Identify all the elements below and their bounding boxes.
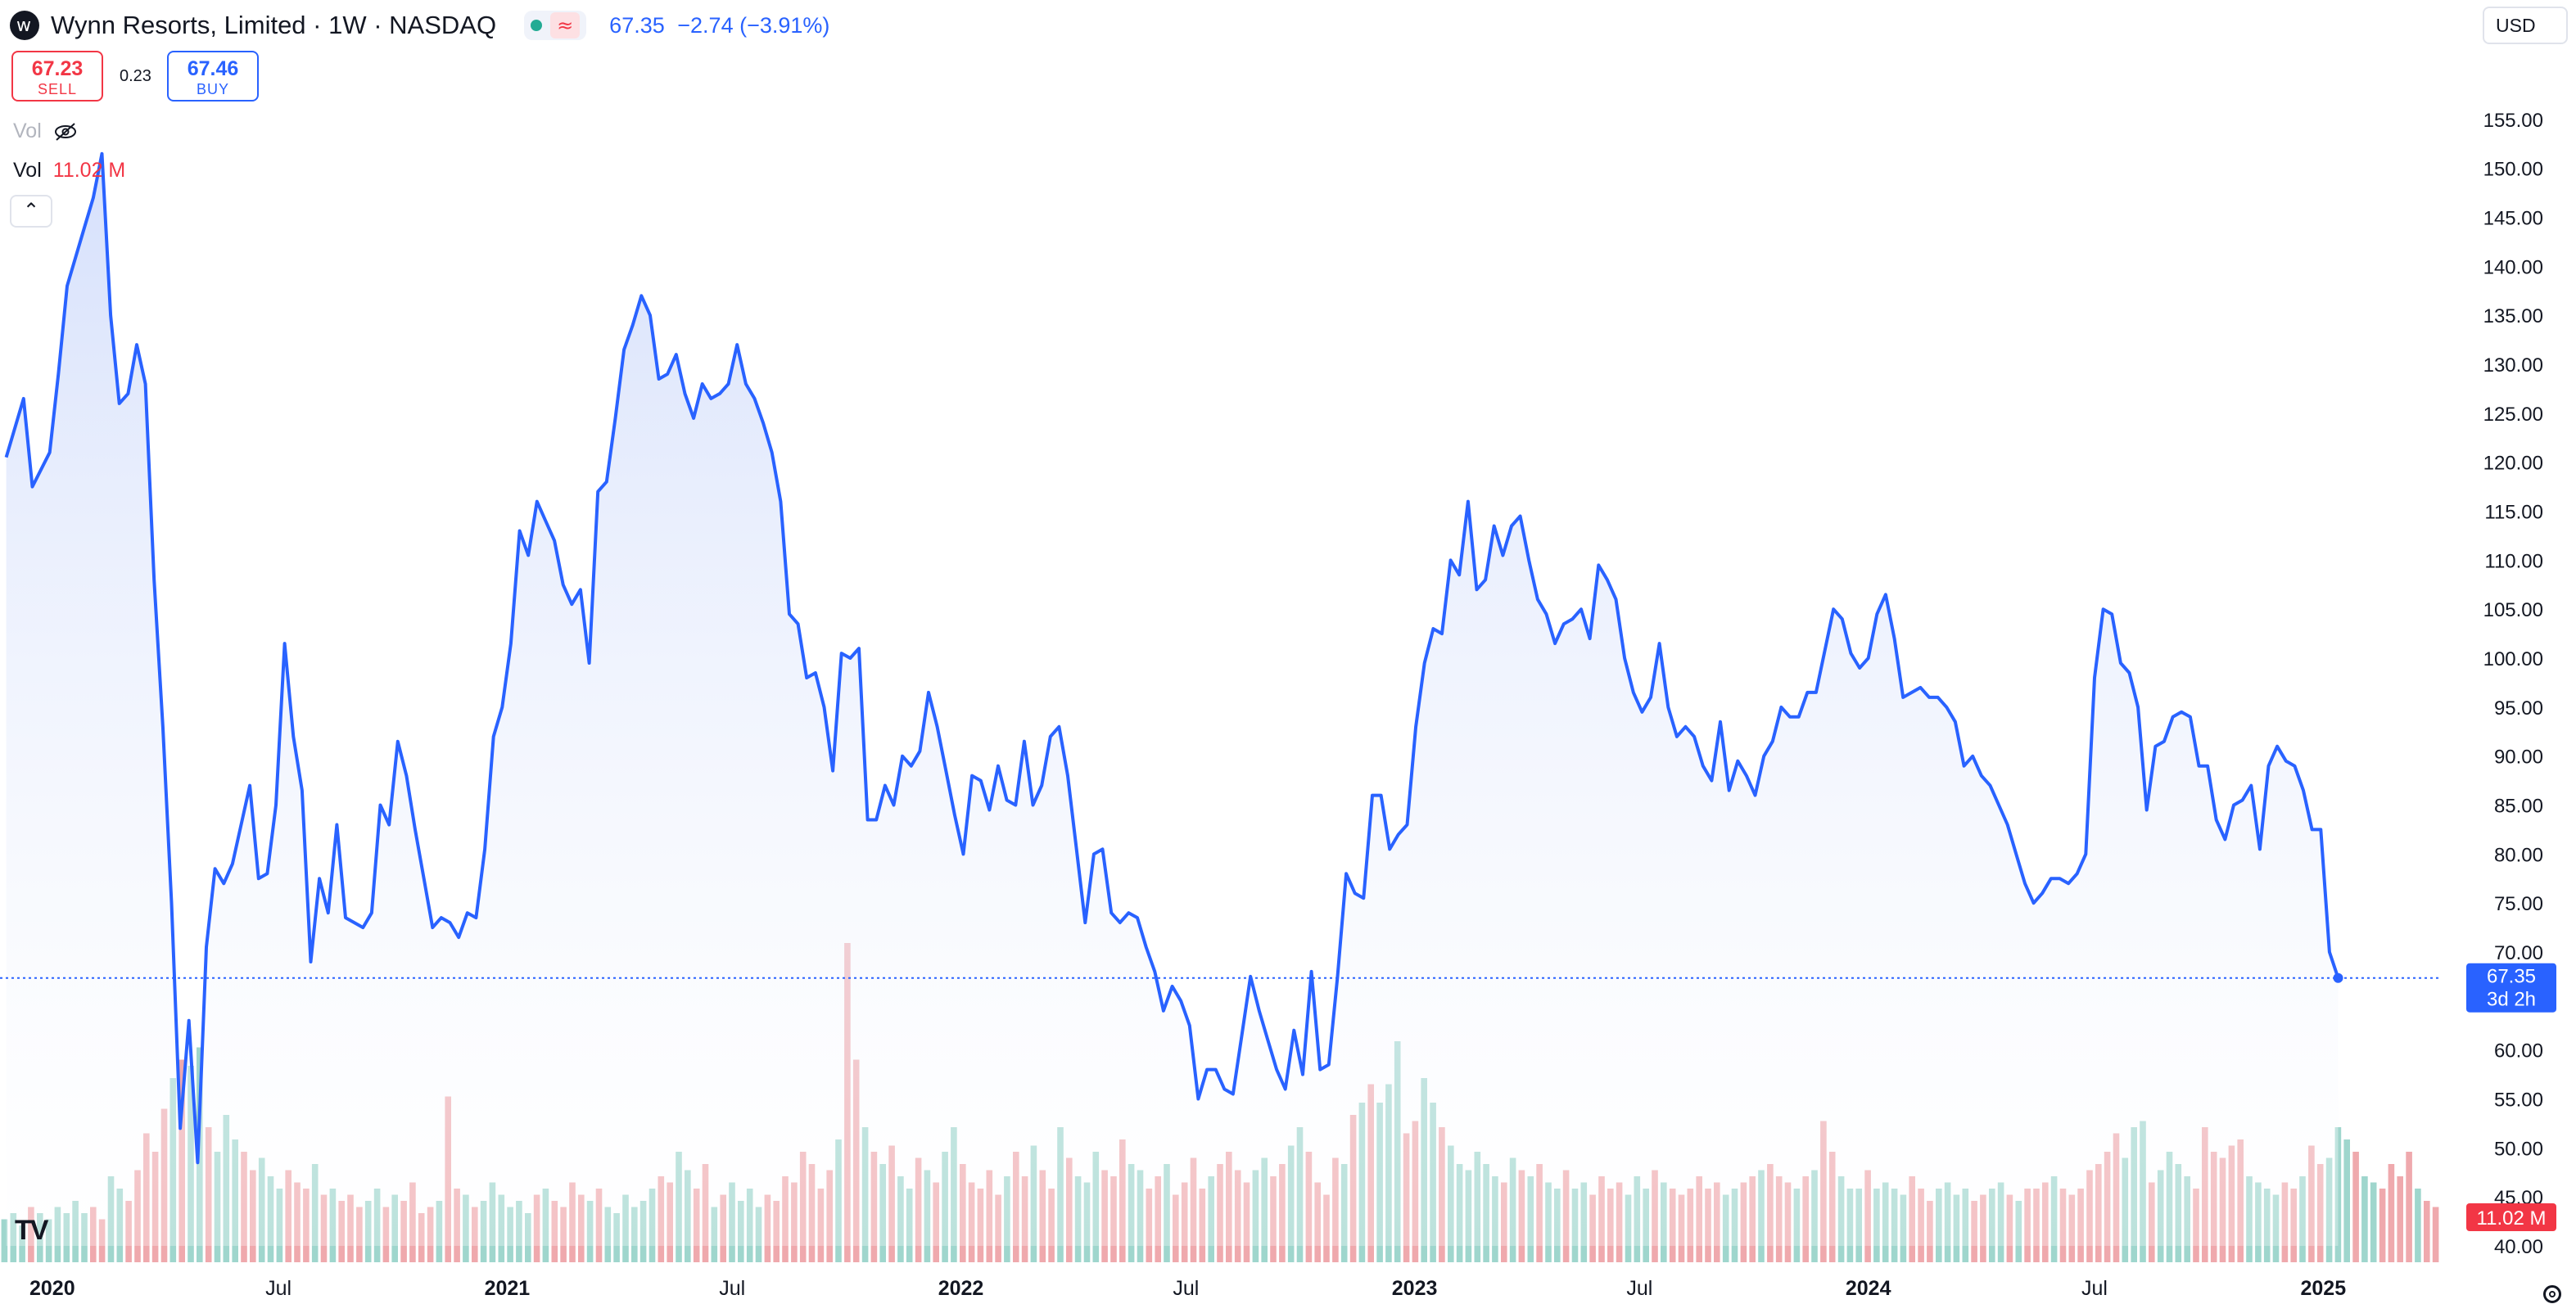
hidden-volume-legend[interactable]: Vol <box>13 120 78 143</box>
last-price-tag: 67.35 3d 2h <box>2466 963 2556 1013</box>
hidden-vol-label: Vol <box>13 120 42 142</box>
buy-button[interactable]: 67.46 BUY <box>167 51 259 102</box>
vol-label: Vol <box>13 159 42 182</box>
price-area-fill <box>6 153 2339 1246</box>
sell-button[interactable]: 67.23 SELL <box>11 51 103 102</box>
price-tick-label: 130.00 <box>2483 354 2543 377</box>
time-tick-label: Jul <box>1626 1277 1652 1300</box>
symbol-title[interactable]: Wynn Resorts, Limited · 1W · NASDAQ <box>51 11 497 39</box>
time-tick-label: 2021 <box>485 1277 531 1300</box>
volume-bar <box>2352 1152 2359 1262</box>
price-line <box>4 151 2340 1165</box>
time-tick-label: 2025 <box>2300 1277 2346 1300</box>
volume-bar <box>2397 1176 2403 1262</box>
volume-bar <box>2406 1152 2412 1262</box>
last-price-value: 67.35 <box>2487 966 2536 988</box>
price-tick-label: 100.00 <box>2483 648 2543 670</box>
change-text: −2.74 (−3.91%) <box>677 12 830 38</box>
time-tick-label: Jul <box>1173 1277 1199 1300</box>
time-tick-label: 2023 <box>1392 1277 1438 1300</box>
price-tick-label: 50.00 <box>2494 1138 2543 1160</box>
bar-countdown: 3d 2h <box>2487 989 2536 1011</box>
price-tick-label: 80.00 <box>2494 844 2543 866</box>
price-tick-label: 40.00 <box>2494 1236 2543 1258</box>
spread-value: 0.23 <box>120 67 151 85</box>
price-tick-label: 145.00 <box>2483 208 2543 230</box>
price-tick-label: 90.00 <box>2494 747 2543 769</box>
price-tick-label: 55.00 <box>2494 1090 2543 1112</box>
data-delay-icon: ≈ <box>550 12 581 38</box>
price-tick-label: 75.00 <box>2494 893 2543 915</box>
vol-value: 11.02 M <box>52 159 126 182</box>
volume-bar <box>2379 1189 2386 1262</box>
tradingview-logo-icon[interactable]: TV <box>15 1215 48 1246</box>
last-price-text: 67.35 <box>609 12 665 38</box>
price-tick-label: 110.00 <box>2484 550 2543 572</box>
price-tick-label: 140.00 <box>2483 256 2543 278</box>
volume-bar <box>2361 1176 2368 1262</box>
settings-icon[interactable] <box>2543 1285 2561 1303</box>
time-tick-label: Jul <box>265 1277 291 1300</box>
collapse-legend-button[interactable]: ⌃ <box>10 195 52 228</box>
time-tick-label: Jul <box>2081 1277 2108 1300</box>
price-tick-label: 105.00 <box>2483 599 2543 621</box>
time-axis[interactable]: 2020 Jul 2021 Jul 2022 Jul 2023 Jul 2024 Jul 2025 <box>29 1277 2346 1300</box>
volume-bar <box>2388 1164 2395 1262</box>
eye-off-icon[interactable] <box>53 122 78 142</box>
time-tick-label: 2022 <box>938 1277 984 1300</box>
price-tick-label: 95.00 <box>2494 697 2543 720</box>
time-tick-label: Jul <box>719 1277 745 1300</box>
price-tick-label: 115.00 <box>2484 502 2543 524</box>
time-tick-label: 2024 <box>1846 1277 1891 1300</box>
last-price-dot <box>2333 972 2343 983</box>
chevron-up-icon: ⌃ <box>22 200 40 222</box>
volume-bar <box>1 1219 8 1262</box>
volume-bar <box>2432 1207 2439 1262</box>
volume-bar <box>2415 1189 2421 1262</box>
price-tick-label: 155.00 <box>2483 110 2543 132</box>
market-status[interactable]: ≈ <box>524 11 587 40</box>
price-tick-label: 120.00 <box>2483 453 2543 475</box>
price-tick-label: 125.00 <box>2483 404 2543 426</box>
currency-selector[interactable]: USD <box>2483 7 2568 44</box>
wynn-logo-icon: w <box>10 11 39 40</box>
price-tick-label: 150.00 <box>2483 159 2543 181</box>
market-open-icon <box>531 20 543 31</box>
buy-label: BUY <box>196 81 229 97</box>
time-tick-label: 2020 <box>29 1277 75 1300</box>
volume-tag: 11.02 M <box>2466 1203 2556 1231</box>
price-change-line: 67.35 −2.74 (−3.91%) <box>609 13 829 38</box>
volume-legend[interactable]: Vol 11.02 M <box>13 159 125 183</box>
sell-label: SELL <box>37 81 78 97</box>
price-tick-label: 85.00 <box>2494 796 2543 818</box>
symbol-header: w Wynn Resorts, Limited · 1W · NASDAQ ≈ … <box>10 7 829 44</box>
volume-bar <box>2370 1182 2377 1262</box>
volume-tag-value: 11.02 M <box>2477 1207 2547 1230</box>
price-axis[interactable]: 155.00 150.00 145.00 140.00 135.00 130.00 125.… <box>2483 110 2543 1258</box>
buy-price: 67.46 <box>187 57 239 80</box>
price-tick-label: 135.00 <box>2483 305 2543 327</box>
volume-bar <box>2424 1201 2430 1262</box>
price-tick-label: 60.00 <box>2494 1040 2543 1063</box>
volume-bar <box>2343 1139 2350 1262</box>
price-tick-label: 70.00 <box>2494 942 2543 964</box>
sell-price: 67.23 <box>31 57 84 80</box>
